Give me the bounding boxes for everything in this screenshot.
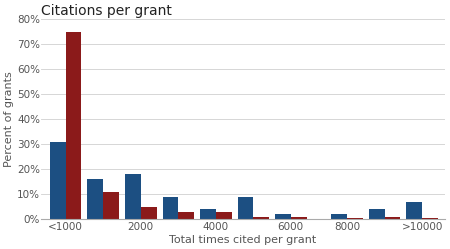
Bar — [125, 174, 141, 219]
Bar — [66, 32, 81, 219]
Bar — [103, 192, 119, 219]
Bar — [275, 214, 291, 219]
Bar — [200, 209, 216, 219]
Bar — [178, 212, 194, 219]
Bar — [87, 179, 103, 219]
Text: Citations per grant: Citations per grant — [41, 4, 172, 18]
Bar — [385, 217, 400, 219]
Y-axis label: Percent of grants: Percent of grants — [4, 71, 14, 167]
Bar — [406, 202, 422, 219]
Bar — [216, 212, 232, 219]
X-axis label: Total times cited per grant: Total times cited per grant — [169, 235, 317, 245]
Bar — [422, 218, 438, 219]
Bar — [50, 142, 66, 219]
Bar — [141, 207, 157, 219]
Bar — [238, 197, 253, 219]
Bar — [331, 214, 347, 219]
Bar — [162, 197, 178, 219]
Bar — [369, 209, 385, 219]
Bar — [291, 217, 306, 219]
Bar — [253, 217, 269, 219]
Bar — [347, 218, 363, 219]
